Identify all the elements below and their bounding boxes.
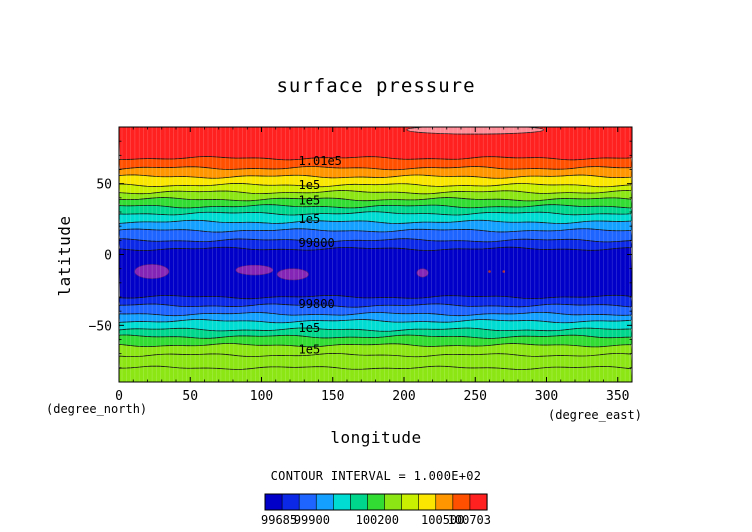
band-2 — [119, 166, 632, 179]
colorbar-swatch — [418, 493, 437, 511]
grid-texture — [121, 127, 630, 382]
contour-line — [119, 211, 632, 216]
contour-label: 99800 — [299, 236, 335, 250]
colorbar-swatch — [298, 493, 317, 511]
x-tick-label: 50 — [182, 389, 198, 404]
x-tick-label: 0 — [115, 389, 123, 404]
colorbar-swatch — [264, 493, 283, 511]
low-pressure-region — [235, 264, 274, 276]
y-tick-label: 50 — [96, 178, 112, 193]
contour-label: 99800 — [299, 297, 335, 311]
band-20 — [119, 353, 632, 370]
contour-line — [119, 197, 632, 202]
x-tick-label: 350 — [606, 389, 629, 404]
y-axis-units: (degree_north) — [46, 402, 147, 416]
band-11 — [119, 238, 632, 251]
colorbar-swatch — [367, 493, 386, 511]
low-speck — [488, 270, 491, 273]
contour-line — [119, 238, 632, 243]
contour-lines — [119, 156, 632, 370]
low-pressure-region — [416, 268, 429, 278]
band-9 — [119, 220, 632, 233]
x-tick-label: 250 — [464, 389, 487, 404]
contour-label: 1e5 — [299, 212, 321, 226]
colorbar-swatch — [350, 493, 369, 511]
band-21 — [119, 366, 632, 382]
colorbar-swatch — [452, 493, 471, 511]
contour-line — [119, 303, 632, 308]
contour-line — [119, 327, 632, 332]
colorbar-swatch — [469, 493, 488, 511]
contour-line — [119, 190, 632, 195]
contour-line — [119, 174, 632, 179]
contour-labels: 1.01e5 1e5 1e5 1e5 99800 99800 1e5 1e5 — [299, 154, 342, 356]
colorbar — [264, 493, 488, 511]
colorbar-swatch — [333, 493, 351, 511]
band-16 — [119, 319, 632, 332]
contour-line — [119, 204, 632, 209]
x-axis-label: longitude — [330, 428, 421, 447]
x-axis-units: (degree_east) — [548, 408, 642, 422]
colorbar-tick-label: 100200 — [356, 513, 399, 527]
low-pressure-region — [134, 264, 170, 279]
contour-line — [119, 246, 632, 251]
x-tick-label: 300 — [535, 389, 558, 404]
low-speck — [502, 270, 506, 273]
y-tick-label: −50 — [89, 319, 112, 334]
contour-label: 1e5 — [299, 321, 321, 335]
contour-field — [119, 127, 632, 382]
contour-line — [119, 311, 632, 317]
contour-line — [119, 228, 632, 233]
colorbar-frame — [264, 493, 488, 511]
colorbar-tick-label: 99900 — [294, 513, 330, 527]
contour-line — [119, 219, 632, 224]
contour-label: 1.01e5 — [299, 154, 342, 168]
colorbar-swatch — [384, 493, 403, 511]
contour-line — [119, 365, 632, 370]
colorbar-tick-label: 100703 — [448, 513, 491, 527]
colorbar-swatch — [315, 493, 334, 511]
band-15 — [119, 312, 632, 323]
contour-label: 1e5 — [299, 178, 321, 192]
colorbar-tick-label: 99685 — [261, 513, 297, 527]
band-4 — [119, 183, 632, 194]
y-axis-ticks: −50 0 50 — [89, 140, 632, 369]
band-6 — [119, 197, 632, 208]
x-tick-label: 200 — [392, 389, 415, 404]
x-tick-label: 100 — [250, 389, 273, 404]
colorbar-swatch — [435, 493, 454, 511]
band-19 — [119, 343, 632, 357]
contour-label: 1e5 — [299, 342, 321, 356]
contour-interval: CONTOUR INTERVAL = 1.000E+02 — [271, 469, 482, 483]
colorbar-swatch — [401, 493, 420, 511]
band-13 — [119, 295, 632, 308]
band-12 — [119, 247, 632, 299]
contour-line — [119, 319, 632, 324]
band-1 — [119, 156, 632, 170]
low-pressure-region — [276, 268, 309, 281]
contour-line — [119, 353, 632, 358]
contour-line — [119, 294, 632, 300]
contour-line — [119, 334, 632, 339]
contour-label: 1e5 — [299, 194, 321, 208]
contour-line — [119, 183, 632, 188]
x-tick-label: 150 — [321, 389, 344, 404]
band-0 — [119, 127, 632, 160]
y-axis-label: latitude — [55, 215, 74, 296]
x-axis-ticks: 0 50 100 150 200 250 300 350 — [115, 127, 629, 404]
colorbar-swatch — [281, 493, 300, 511]
chart-title: surface pressure — [276, 75, 475, 97]
colorbar-tick-label: 100500 — [421, 513, 464, 527]
contour-line — [119, 166, 632, 171]
contour-line — [119, 156, 632, 161]
y-tick-label: 0 — [104, 249, 112, 264]
band-8 — [119, 211, 632, 224]
contour-line — [119, 343, 632, 348]
